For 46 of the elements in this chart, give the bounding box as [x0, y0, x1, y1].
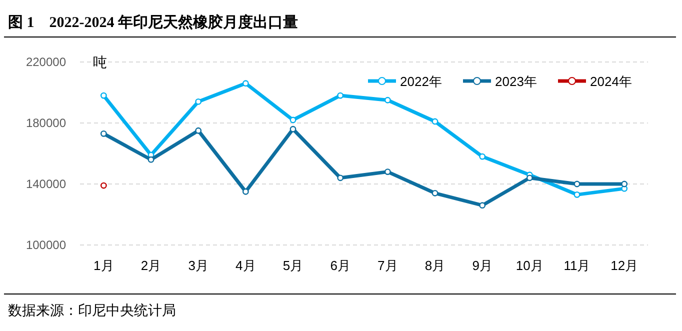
point: [432, 190, 438, 196]
point: [574, 191, 580, 198]
xtick: 6月: [330, 258, 350, 273]
legend-label: 2024年: [590, 74, 632, 89]
ytick: 180000: [26, 116, 66, 130]
ytick: 100000: [26, 238, 66, 252]
point: [290, 126, 296, 132]
point: [526, 174, 533, 182]
point: [100, 130, 107, 137]
point: [479, 153, 486, 160]
xtick: 3月: [188, 258, 208, 273]
point: [337, 92, 344, 99]
xtick: 1月: [94, 258, 114, 273]
legend-item: 2024年: [558, 74, 632, 89]
point: [384, 168, 391, 175]
point: [432, 118, 438, 125]
point: [195, 98, 202, 105]
point: [195, 127, 202, 134]
point: [148, 156, 154, 163]
xtick: 5月: [282, 258, 304, 273]
ylabel: 吨: [93, 54, 107, 70]
point: [100, 92, 107, 99]
xtick: 2月: [140, 258, 162, 273]
legend-label: 2022年: [400, 74, 442, 89]
title: 图 1 2022-2024 年印尼天然橡胶月度出口量: [8, 15, 298, 31]
point: [384, 96, 391, 104]
point: [290, 116, 296, 124]
xtick: 11月: [564, 258, 590, 273]
xtick: 8月: [424, 258, 446, 273]
xtick: 4月: [236, 258, 256, 273]
xtick: 7月: [378, 258, 398, 273]
legend-label: 2023年: [495, 74, 537, 89]
xtick: 9月: [472, 258, 492, 273]
annotation: 数据来源：印尼中央统计局: [8, 302, 176, 318]
ytick: 220000: [26, 55, 66, 69]
legend-item: 2022年: [368, 74, 442, 89]
point: [621, 180, 628, 188]
ytick: 140000: [26, 177, 66, 191]
point: [242, 188, 249, 195]
legend-item: 2023年: [463, 74, 537, 89]
point: [337, 174, 344, 182]
point: [574, 180, 580, 188]
point: [479, 202, 486, 209]
xtick: 12月: [610, 258, 638, 273]
point: [242, 80, 249, 87]
xtick: 10月: [516, 258, 544, 273]
